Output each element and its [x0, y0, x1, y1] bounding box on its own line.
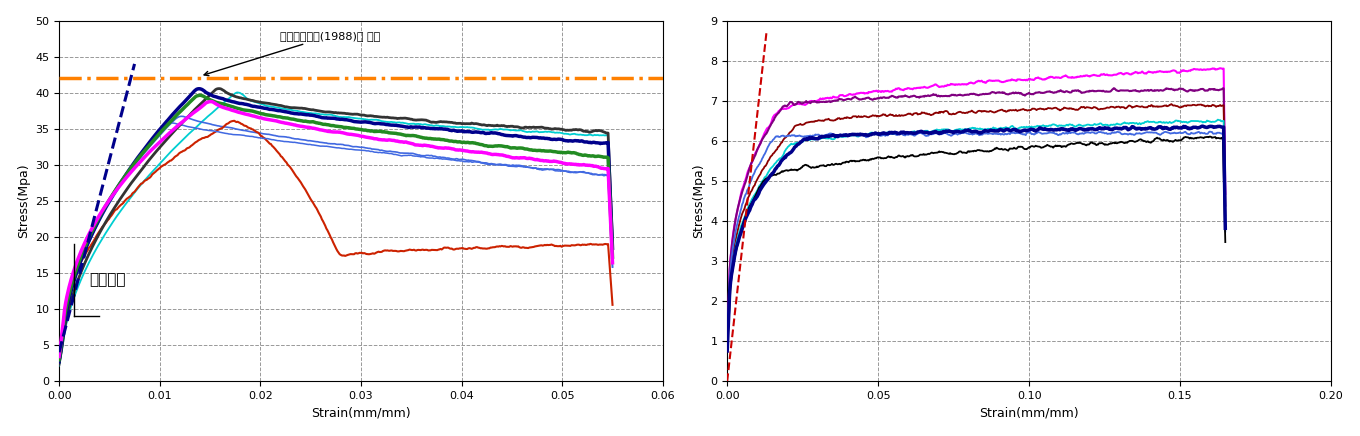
Text: 세계원목도감(1988)의 강도: 세계원목도감(1988)의 강도	[204, 31, 381, 76]
X-axis label: Strain(mm/mm): Strain(mm/mm)	[979, 406, 1078, 419]
Y-axis label: Stress(Mpa): Stress(Mpa)	[692, 164, 704, 238]
Text: 탄성계수: 탄성계수	[90, 272, 125, 287]
X-axis label: Strain(mm/mm): Strain(mm/mm)	[311, 406, 411, 419]
Y-axis label: Stress(Mpa): Stress(Mpa)	[16, 164, 30, 238]
